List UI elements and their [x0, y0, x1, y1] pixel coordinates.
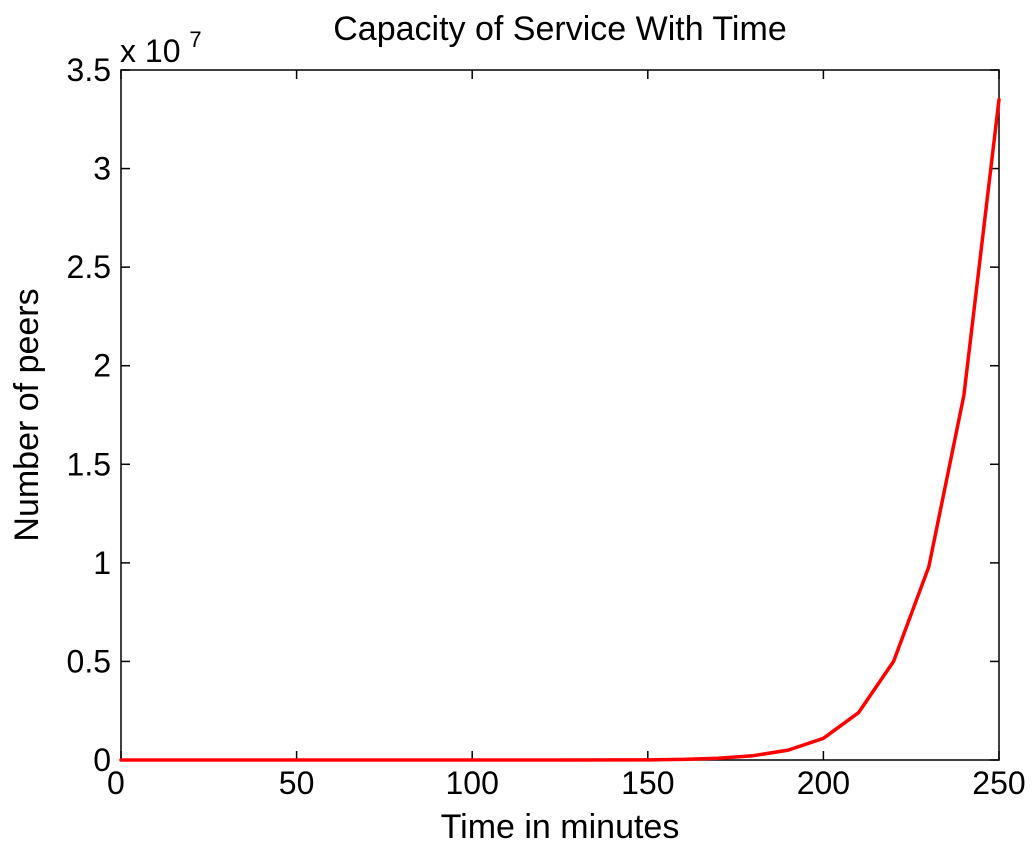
x-tick-label: 150 [621, 765, 674, 801]
x-axis-label: Time in minutes [441, 808, 680, 844]
y-tick-label: 3.5 [67, 52, 111, 88]
y-exponent-power: 7 [189, 27, 201, 52]
axis-tick-labels: 0 50 100 150 200 250 0 0.5 1 1.5 2 2.5 3 3.5 [67, 52, 1026, 801]
y-axis-label: Number of peers [8, 288, 46, 541]
y-tick-label: 0.5 [67, 643, 111, 679]
y-tick-label: 2 [93, 348, 111, 384]
y-tick-label: 2.5 [67, 249, 111, 285]
chart-title: Capacity of Service With Time [333, 10, 786, 48]
x-tick-label: 250 [972, 765, 1025, 801]
axis-ticks [120, 69, 1000, 761]
x-tick-label: 100 [446, 765, 499, 801]
y-tick-label: 3 [93, 151, 111, 187]
series-layer [119, 97, 1001, 762]
y-tick-label: 1 [93, 545, 111, 581]
y-exponent-label: x 10 7 [120, 27, 202, 69]
y-tick-label: 0 [93, 742, 111, 778]
x-tick-label: 50 [279, 765, 315, 801]
x-tick-label: 0 [107, 765, 125, 801]
y-exponent-base: x 10 [120, 33, 180, 69]
series-line [119, 97, 1001, 762]
y-tick-label: 1.5 [67, 446, 111, 482]
x-tick-label: 200 [797, 765, 850, 801]
